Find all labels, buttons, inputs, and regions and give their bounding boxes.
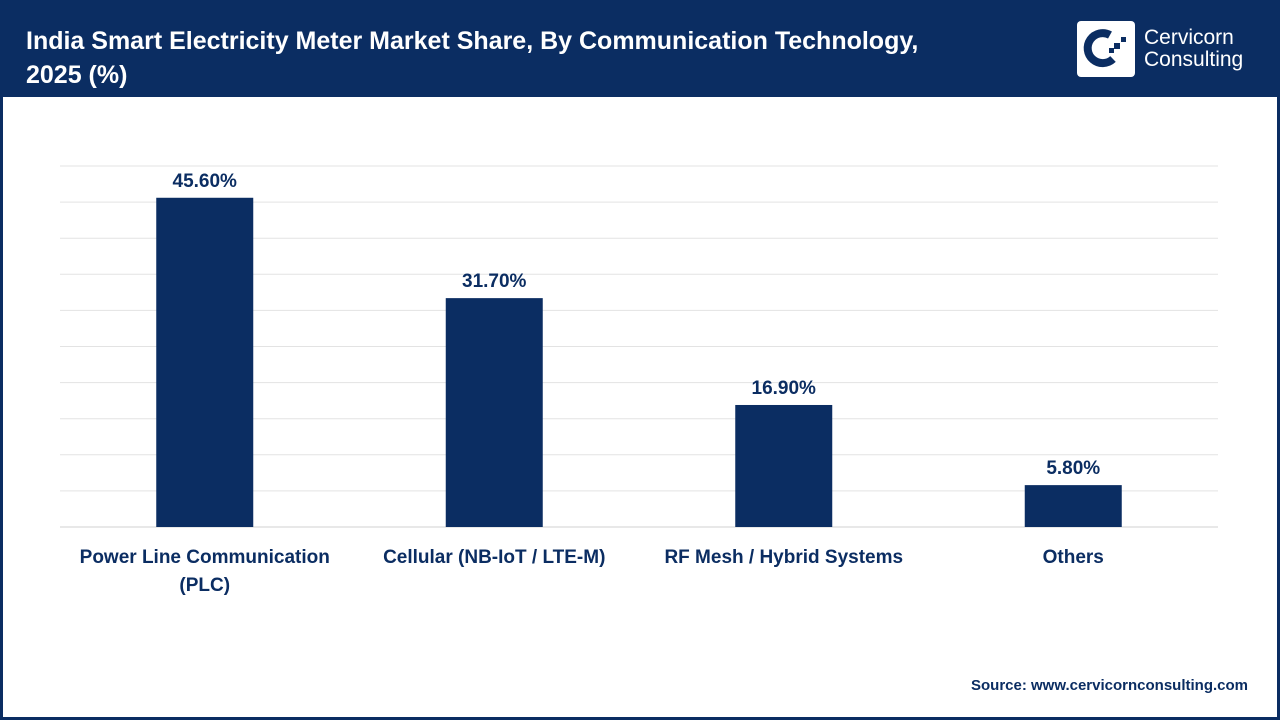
bar <box>735 404 833 527</box>
logo-mark-icon <box>1077 21 1135 77</box>
category-label: Others <box>1043 547 1104 568</box>
data-label: 31.70% <box>462 271 527 292</box>
source-note: Source: www.cervicornconsulting.com <box>970 677 1248 694</box>
data-label: 45.60% <box>173 171 238 192</box>
chart-title: India Smart Electricity Meter Market Sha… <box>26 27 919 89</box>
data-label: 5.80% <box>1046 458 1100 479</box>
header-banner: India Smart Electricity Meter Market Sha… <box>0 0 1280 97</box>
data-label: 16.90% <box>752 378 817 399</box>
category-label: Cellular (NB-IoT / LTE-M) <box>383 547 605 568</box>
category-label: (PLC) <box>179 575 230 596</box>
bar <box>156 197 254 527</box>
bar <box>445 298 543 527</box>
logo-text-line2: Consulting <box>1144 48 1244 71</box>
category-label: RF Mesh / Hybrid Systems <box>664 547 903 568</box>
category-label: Power Line Communication <box>80 547 330 568</box>
logo-text-line1: Cervicorn <box>1144 26 1234 49</box>
cervicorn-logo: Cervicorn Consulting <box>1077 21 1243 77</box>
bar <box>1024 485 1122 527</box>
